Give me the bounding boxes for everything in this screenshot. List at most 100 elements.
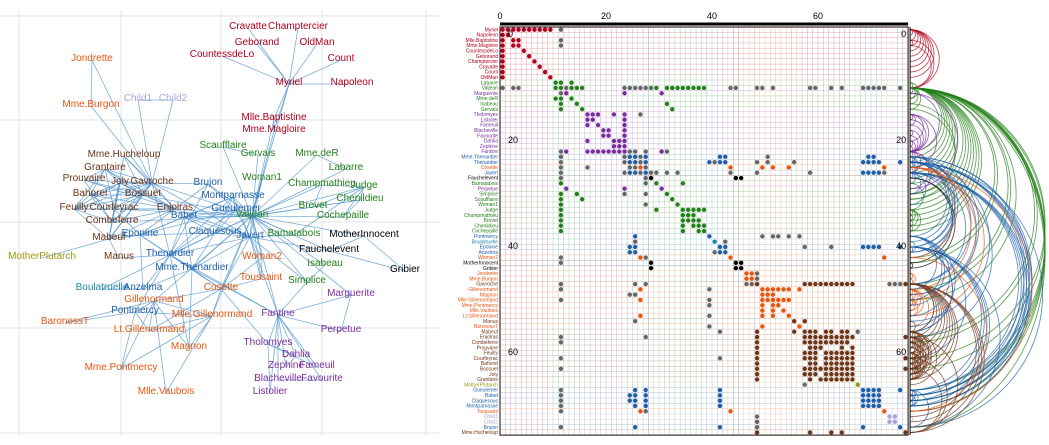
edge-pontmercy-mme-pontmercy — [120, 311, 136, 370]
matrix-row-label-courfeyrac: Courfeyrac — [474, 356, 499, 362]
edge-thenardier-pontmercy — [134, 254, 171, 313]
matrix-cell — [781, 287, 786, 292]
matrix-cell — [749, 271, 754, 276]
matrix-row-label-listolier: Listolier — [481, 117, 499, 123]
matrix-cell — [643, 393, 648, 398]
edge-fantine-dahlia — [277, 314, 297, 357]
node-label-grantaire: Grantaire — [84, 162, 126, 173]
matrix-cell — [781, 308, 786, 313]
matrix-cell — [844, 329, 850, 334]
matrix-cell — [723, 159, 728, 165]
matrix-row-label-gribier: Gribier — [483, 266, 498, 272]
node-label-magnon: Magnon — [171, 341, 207, 352]
edge-fantine-thenardier — [169, 254, 279, 316]
matrix-cell — [632, 154, 638, 160]
matrix-cell — [733, 260, 739, 266]
matrix-cell — [526, 27, 532, 32]
matrix-cell — [823, 334, 829, 340]
matrix-cell — [638, 170, 643, 175]
edge-bahorel-grantaire — [89, 168, 106, 196]
matrix-cell — [643, 175, 648, 181]
matrix-cell — [754, 334, 760, 340]
matrix-cell — [558, 403, 564, 409]
edge-javert-thenardier — [169, 236, 251, 256]
matrix-cell — [627, 154, 633, 160]
matrix-row-label-fantine: Fantine — [481, 149, 498, 155]
matrix-cell — [638, 85, 643, 91]
edge-javert-claquesous — [214, 232, 251, 238]
matrix-cell — [643, 281, 648, 287]
matrix-cell — [723, 244, 728, 250]
edge-javert-woman2 — [249, 236, 263, 259]
matrix-cell — [717, 154, 723, 160]
matrix-row-label-geborand: Geborand — [476, 54, 498, 60]
arc-cosette-woman2 — [910, 167, 956, 258]
matrix-cell — [897, 281, 903, 287]
matrix-cell — [696, 85, 701, 91]
matrix-row-label-fauchelevent: Fauchelevent — [468, 176, 499, 182]
matrix-cell — [632, 234, 638, 239]
matrix-row-label-chenildieu: Chenildieu — [474, 223, 498, 229]
matrix-cell — [579, 197, 585, 202]
matrix-cell — [632, 393, 638, 398]
edge-joly-grantaire — [104, 168, 121, 184]
adjacency-matrix: MyrielNapoleonMlle.BaptistineMme.Magloir… — [458, 11, 909, 436]
matrix-cell — [897, 159, 903, 165]
matrix-cell — [632, 387, 638, 393]
node-label-gavroche: Gavroche — [130, 176, 174, 187]
matrix-cell — [860, 393, 866, 398]
edge-mlle-gillenormand-magnon — [188, 315, 213, 349]
matrix-cell — [717, 244, 723, 250]
matrix-cell — [818, 377, 823, 382]
edge-mlle-gillenormand-mlle-vaubois — [165, 315, 213, 394]
matrix-cell — [876, 159, 882, 165]
matrix-cell — [654, 181, 659, 186]
matrix-row-label-manus: Manus — [483, 319, 499, 325]
matrix-cell — [654, 207, 659, 213]
arc-myriel-valjean — [910, 29, 940, 89]
matrix-row-label-mme-pontmercy: Mme.Pontmercy — [462, 303, 499, 309]
arc-valjean-chenildieu — [910, 87, 980, 227]
matrix-cell — [622, 191, 627, 197]
matrix-cell — [632, 292, 638, 297]
matrix-cell — [839, 350, 845, 356]
arc-valjean-champmathieu — [910, 87, 975, 216]
matrix-cell — [585, 149, 590, 154]
matrix-cell — [585, 117, 590, 122]
matrix-cell — [871, 398, 876, 403]
matrix-cell — [850, 361, 855, 366]
matrix-cell — [754, 361, 760, 366]
matrix-cell — [675, 85, 680, 91]
matrix-cell — [611, 138, 617, 144]
node-label-mabeuf: Mabeuf — [92, 232, 126, 243]
matrix-cell — [648, 85, 654, 91]
matrix-cell — [638, 297, 643, 303]
matrix-cell — [638, 159, 643, 165]
matrix-cell — [839, 334, 845, 340]
matrix-cell — [691, 212, 696, 218]
matrix-cell — [903, 334, 908, 340]
matrix-cell — [844, 361, 850, 366]
matrix-cell — [850, 371, 855, 377]
matrix-cell — [818, 281, 823, 287]
matrix-cell — [643, 409, 648, 414]
node-label-judge: Judge — [350, 180, 378, 191]
arc-enjolras-grantaire — [910, 336, 932, 380]
edge-mabeuf-motherplutarch — [41, 238, 110, 259]
matrix-cell — [632, 85, 638, 91]
edge-valjean-mme-der — [251, 154, 318, 217]
node-label-motherplutarch: MotherPlutarch — [8, 251, 76, 262]
matrix-cell — [813, 85, 818, 91]
matrix-right-tick: 0 — [901, 29, 906, 39]
matrix-cell — [685, 212, 691, 218]
matrix-cell — [500, 43, 505, 48]
matrix-cell — [791, 329, 797, 334]
edge-myriel-geborand — [256, 43, 290, 85]
node-link-labels: Cravatte Champtercier Geborand OldMan Counte… — [8, 21, 421, 397]
edge-valjean-motherinnocent — [251, 215, 365, 237]
edge-valjean-combeferre — [111, 215, 253, 223]
edge-gillenormand-magnon — [153, 300, 190, 349]
matrix-cell — [558, 297, 564, 303]
edge-mme-thenardier-eponine — [139, 234, 193, 270]
matrix-row-label-child2: Child2 — [484, 420, 498, 426]
